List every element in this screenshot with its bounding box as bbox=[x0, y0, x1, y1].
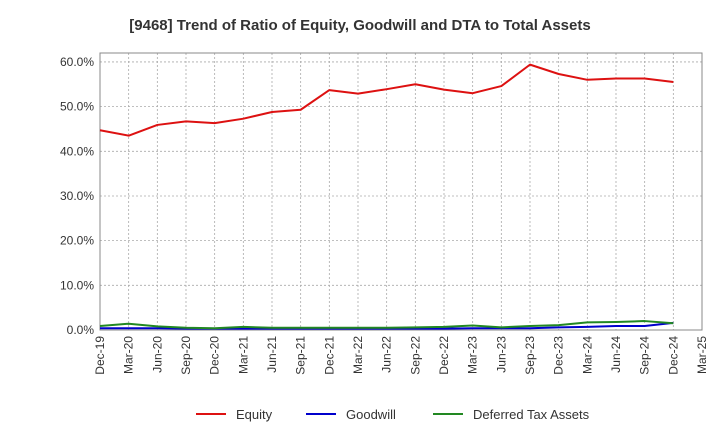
series-lines bbox=[99, 63, 674, 330]
y-tick-label: 10.0% bbox=[60, 278, 94, 292]
grid-lines bbox=[99, 53, 703, 331]
y-tick-label: 40.0% bbox=[60, 144, 94, 158]
x-tick-label: Sep-22 bbox=[408, 336, 422, 375]
legend-label: Equity bbox=[236, 407, 273, 422]
x-tick-label: Dec-21 bbox=[322, 336, 336, 375]
x-tick-label: Mar-20 bbox=[122, 336, 136, 374]
y-tick-label: 60.0% bbox=[60, 55, 94, 69]
legend: Equity Goodwill Deferred Tax Assets bbox=[196, 407, 590, 422]
x-tick-label: Sep-24 bbox=[638, 336, 652, 375]
y-tick-label: 20.0% bbox=[60, 234, 94, 248]
x-tick-label: Mar-23 bbox=[466, 336, 480, 374]
x-tick-label: Dec-24 bbox=[666, 336, 680, 375]
x-tick-label: Jun-21 bbox=[265, 336, 279, 373]
x-tick-label: Mar-22 bbox=[351, 336, 365, 374]
chart-title: [9468] Trend of Ratio of Equity, Goodwil… bbox=[129, 17, 590, 34]
series-line-2 bbox=[99, 320, 674, 330]
y-tick-label: 50.0% bbox=[60, 100, 94, 114]
x-tick-label: Sep-20 bbox=[179, 336, 193, 375]
x-tick-label: Jun-23 bbox=[494, 336, 508, 373]
y-axis: 0.0% 10.0% 20.0% 30.0% 40.0% 50.0% 60.0% bbox=[60, 55, 94, 337]
x-tick-label: Dec-20 bbox=[208, 336, 222, 375]
y-tick-label: 30.0% bbox=[60, 189, 94, 203]
series-line-0 bbox=[99, 63, 674, 137]
legend-label: Goodwill bbox=[346, 407, 396, 422]
x-tick-label: Mar-24 bbox=[580, 336, 594, 374]
x-tick-label: Mar-25 bbox=[695, 336, 709, 374]
x-tick-label: Sep-23 bbox=[523, 336, 537, 375]
x-tick-label: Dec-22 bbox=[437, 336, 451, 375]
x-tick-label: Jun-22 bbox=[380, 336, 394, 373]
x-tick-label: Jun-24 bbox=[609, 336, 623, 373]
x-axis: Dec-19 Mar-20 Jun-20 Sep-20 Dec-20 Mar-21 Jun-… bbox=[93, 336, 709, 375]
x-tick-label: Dec-23 bbox=[552, 336, 566, 375]
x-tick-label: Sep-21 bbox=[294, 336, 308, 375]
y-tick-label: 0.0% bbox=[67, 323, 95, 337]
legend-label: Deferred Tax Assets bbox=[473, 407, 590, 422]
x-tick-label: Jun-20 bbox=[150, 336, 164, 373]
plot-area bbox=[99, 52, 703, 331]
x-tick-label: Dec-19 bbox=[93, 336, 107, 375]
x-tick-label: Mar-21 bbox=[236, 336, 250, 374]
